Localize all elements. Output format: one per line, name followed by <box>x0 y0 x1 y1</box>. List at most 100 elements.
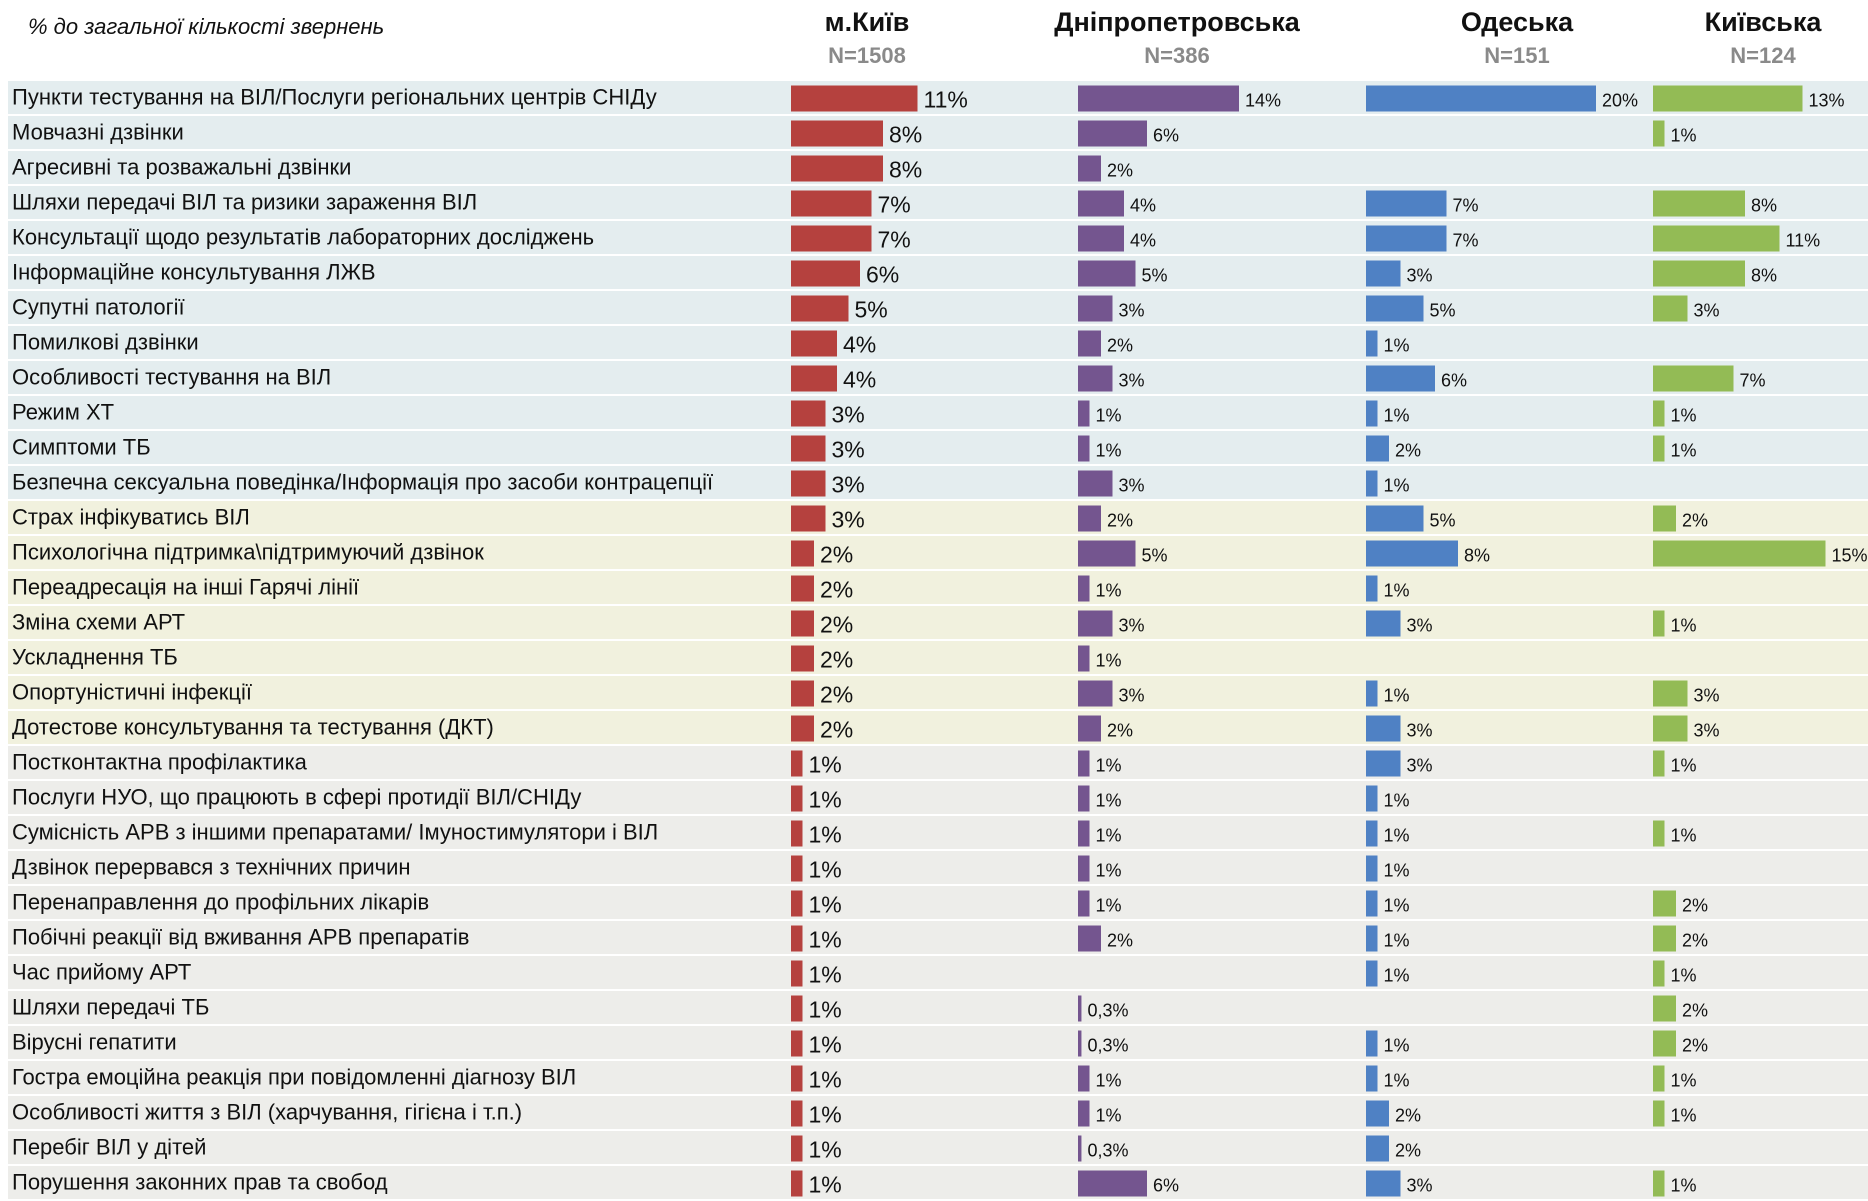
bar <box>1078 1100 1090 1127</box>
category-label: Безпечна сексуальна поведінка/Інформація… <box>12 469 713 494</box>
value-label: 1% <box>809 857 842 883</box>
value-label: 1% <box>1671 965 1697 985</box>
bar <box>791 85 918 112</box>
value-label: 7% <box>1740 370 1766 390</box>
value-label: 20% <box>1602 90 1638 110</box>
value-label: 1% <box>1096 790 1122 810</box>
value-label: 6% <box>1153 125 1179 145</box>
value-label: 11% <box>1786 230 1821 250</box>
value-label: 2% <box>820 577 853 603</box>
row-background <box>8 851 1868 884</box>
bar <box>1366 365 1435 392</box>
bar <box>791 505 826 532</box>
value-label: 1% <box>1384 790 1410 810</box>
bar <box>791 470 826 497</box>
bar <box>1366 1030 1378 1057</box>
value-label: 3% <box>832 472 865 498</box>
bar <box>791 575 814 602</box>
row-background <box>8 781 1868 814</box>
bar <box>1366 1135 1389 1162</box>
value-label: 1% <box>809 997 842 1023</box>
bar <box>791 925 803 952</box>
value-label: 3% <box>1407 720 1433 740</box>
value-label: 3% <box>1407 615 1433 635</box>
bar <box>1078 155 1101 182</box>
value-label: 3% <box>832 402 865 428</box>
value-label: 1% <box>809 1067 842 1093</box>
bar <box>1078 330 1101 357</box>
bar <box>1366 960 1378 987</box>
value-label: 11% <box>924 87 968 113</box>
bar <box>791 960 803 987</box>
value-label: 1% <box>1671 615 1697 635</box>
value-label: 1% <box>1384 860 1410 880</box>
row-background <box>8 396 1868 429</box>
value-label: 2% <box>820 612 853 638</box>
value-label: 3% <box>1407 1175 1433 1195</box>
row-background <box>8 676 1868 709</box>
value-label: 3% <box>1694 720 1720 740</box>
bar <box>791 890 803 917</box>
value-label: 5% <box>855 297 888 323</box>
bar <box>1366 260 1401 287</box>
value-label: 3% <box>1119 685 1145 705</box>
value-label: 1% <box>809 1102 842 1128</box>
value-label: 1% <box>1384 1070 1410 1090</box>
category-label: Побічні реакції від вживання АРВ препара… <box>12 924 469 949</box>
bar <box>791 260 860 287</box>
bar <box>791 400 826 427</box>
row-background <box>8 536 1868 569</box>
value-label: 2% <box>1682 510 1708 530</box>
bar <box>1653 505 1676 532</box>
bar <box>791 365 837 392</box>
value-label: 7% <box>1453 230 1479 250</box>
value-label: 15% <box>1832 545 1868 565</box>
value-label: 1% <box>1096 825 1122 845</box>
bar <box>1653 1030 1676 1057</box>
bar <box>1653 995 1676 1022</box>
column-count: N=151 <box>1484 43 1549 68</box>
bar <box>1078 750 1090 777</box>
row-background <box>8 186 1868 219</box>
value-label: 1% <box>1096 650 1122 670</box>
bar <box>1653 610 1665 637</box>
row-background <box>8 116 1868 149</box>
value-label: 1% <box>809 752 842 778</box>
row-background <box>8 221 1868 254</box>
value-label: 1% <box>1671 1070 1697 1090</box>
value-label: 0,3% <box>1087 1140 1128 1160</box>
bar <box>791 295 849 322</box>
row-background <box>8 361 1868 394</box>
category-label: Час прийому АРТ <box>12 959 191 984</box>
category-label: Симптоми ТБ <box>12 434 151 459</box>
category-label: Дзвінок перервався з технічних причин <box>12 854 411 879</box>
bar <box>1366 680 1378 707</box>
value-label: 2% <box>1682 930 1708 950</box>
bar <box>1078 1030 1082 1057</box>
value-label: 8% <box>1464 545 1490 565</box>
value-label: 2% <box>1395 1105 1421 1125</box>
row-background <box>8 711 1868 744</box>
bar <box>791 610 814 637</box>
bar <box>1078 435 1090 462</box>
category-label: Консультації щодо результатів лабораторн… <box>12 224 594 249</box>
bar <box>1653 1065 1665 1092</box>
bar <box>1366 1065 1378 1092</box>
value-label: 3% <box>1694 300 1720 320</box>
bar <box>1366 470 1378 497</box>
bar <box>1366 785 1378 812</box>
bar <box>791 1100 803 1127</box>
value-label: 6% <box>1153 1175 1179 1195</box>
value-label: 1% <box>1096 440 1122 460</box>
value-label: 1% <box>1096 895 1122 915</box>
value-label: 2% <box>1682 895 1708 915</box>
value-label: 1% <box>1671 1175 1697 1195</box>
bar <box>1653 680 1688 707</box>
value-label: 1% <box>1096 580 1122 600</box>
bar <box>791 645 814 672</box>
value-label: 2% <box>1107 930 1133 950</box>
category-label: Переадресація на інші Гарячі лінії <box>12 574 359 599</box>
row-background <box>8 501 1868 534</box>
value-label: 2% <box>820 717 853 743</box>
bar <box>1653 400 1665 427</box>
